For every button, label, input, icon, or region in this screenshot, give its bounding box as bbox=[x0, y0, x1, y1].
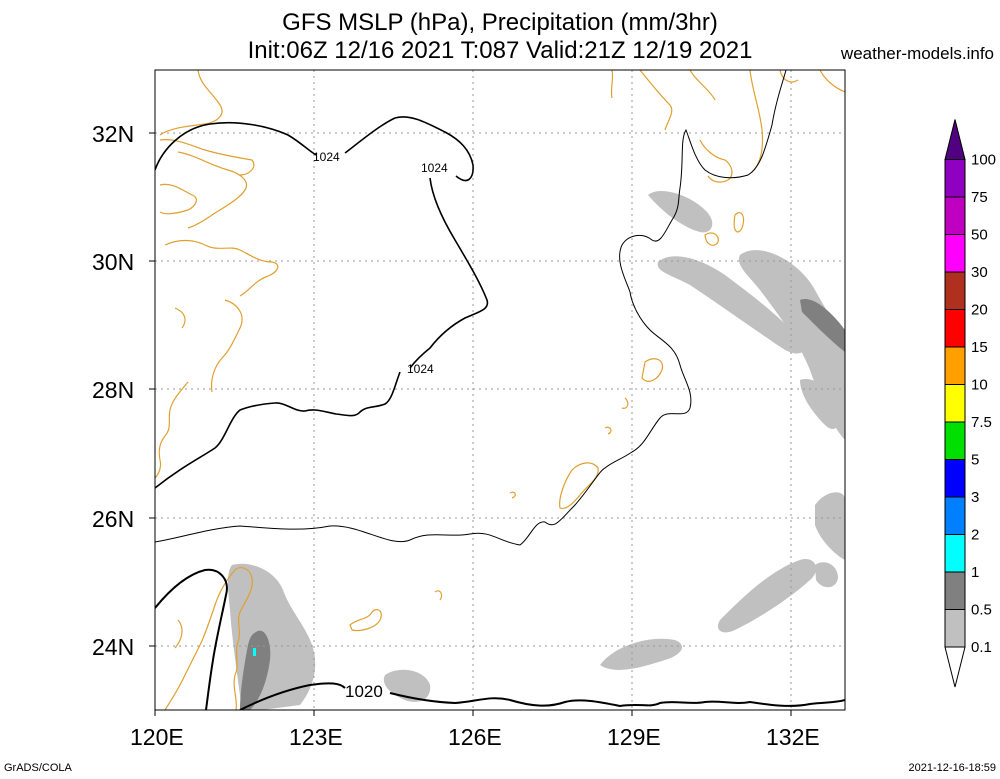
coastlines bbox=[155, 70, 845, 710]
colorbar-swatch bbox=[944, 346, 966, 385]
colorbar-swatch bbox=[944, 196, 966, 235]
lat-lon-grid bbox=[155, 70, 845, 710]
footer-timestamp: 2021-12-16-18:59 bbox=[908, 762, 996, 774]
map-plot-area bbox=[155, 70, 845, 710]
colorbar-swatch bbox=[944, 309, 966, 348]
lat-label-28n: 28N bbox=[92, 377, 135, 403]
colorbar-upper-arrow bbox=[944, 119, 966, 160]
colorbar-lower-arrow bbox=[944, 646, 966, 688]
colorbar-label: 0.5 bbox=[971, 602, 992, 619]
colorbar-swatch bbox=[944, 384, 966, 423]
colorbar-label: 0.1 bbox=[971, 639, 992, 656]
colorbar-label: 20 bbox=[971, 302, 988, 319]
colorbar-swatch bbox=[944, 609, 966, 648]
lat-label-26n: 26N bbox=[92, 506, 135, 532]
colorbar-label: 30 bbox=[971, 264, 988, 281]
colorbar-label: 3 bbox=[971, 489, 979, 506]
colorbar-swatch bbox=[944, 459, 966, 498]
lon-label-129e: 129E bbox=[607, 724, 661, 750]
colorbar-swatch bbox=[944, 234, 966, 273]
colorbar-swatch bbox=[944, 159, 966, 198]
colorbar-swatch bbox=[944, 534, 966, 573]
colorbar-label: 75 bbox=[971, 189, 988, 206]
colorbar-label: 1 bbox=[971, 564, 979, 581]
colorbar-label: 50 bbox=[971, 227, 988, 244]
colorbar-label: 2 bbox=[971, 527, 979, 544]
lon-label-132e: 132E bbox=[766, 724, 820, 750]
precip-medium-areas bbox=[240, 299, 845, 710]
credit-text: weather-models.info bbox=[840, 44, 994, 63]
lon-label-123e: 123E bbox=[289, 724, 343, 750]
colorbar-swatch bbox=[944, 571, 966, 610]
isobar-label: 1024 bbox=[313, 150, 340, 164]
precip-heavy-spot bbox=[253, 648, 256, 656]
isobar-label: 1024 bbox=[421, 161, 448, 175]
isobar-label: 1024 bbox=[407, 362, 434, 376]
lat-label-32n: 32N bbox=[92, 121, 135, 147]
colorbar-swatch bbox=[944, 496, 966, 535]
colorbar-label: 5 bbox=[971, 452, 979, 469]
precip-colorbar: 0.1 0.5 1 2 3 5 7.5 10 15 20 30 50 75 100 bbox=[944, 119, 996, 688]
colorbar-swatch bbox=[944, 421, 966, 460]
lon-label-120e: 120E bbox=[130, 724, 184, 750]
axis-ticks bbox=[149, 132, 792, 716]
map-title: GFS MSLP (hPa), Precipitation (mm/3hr) bbox=[282, 9, 718, 36]
colorbar-label: 100 bbox=[971, 152, 996, 169]
isobar-label: 1020 bbox=[345, 682, 383, 701]
isobar-lines bbox=[155, 70, 845, 710]
colorbar-label: 15 bbox=[971, 339, 988, 356]
map-frame bbox=[154, 69, 846, 711]
colorbar-label: 7.5 bbox=[971, 414, 992, 431]
map-subtitle: Init:06Z 12/16 2021 T:087 Valid:21Z 12/1… bbox=[247, 37, 753, 64]
precip-light-areas bbox=[228, 190, 845, 710]
lat-label-30n: 30N bbox=[92, 249, 135, 275]
colorbar-label: 10 bbox=[971, 377, 988, 394]
lat-label-24n: 24N bbox=[92, 634, 135, 660]
footer-software: GrADS/COLA bbox=[4, 762, 72, 774]
lon-label-126e: 126E bbox=[448, 724, 502, 750]
colorbar-swatch bbox=[944, 271, 966, 310]
